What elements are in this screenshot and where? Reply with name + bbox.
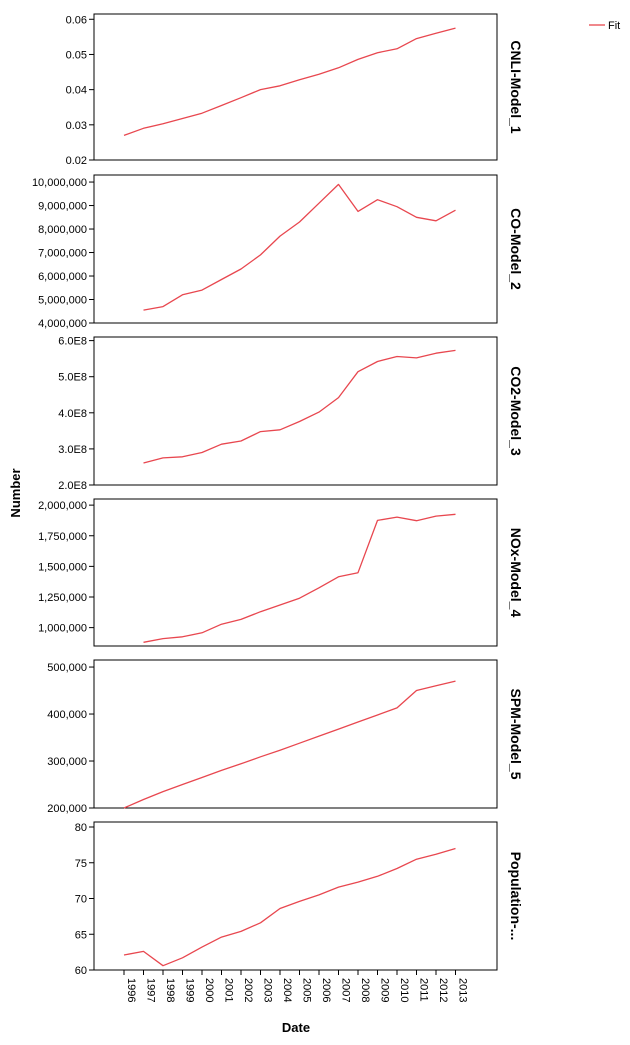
panel-frame bbox=[93, 659, 498, 809]
panel-title: NOx-Model_4 bbox=[508, 528, 524, 618]
y-tick-label: 0.04 bbox=[66, 85, 87, 97]
y-tick-label: 500,000 bbox=[47, 662, 87, 674]
panel-frame bbox=[93, 498, 498, 647]
x-tick-label: 2009 bbox=[379, 978, 391, 1002]
y-tick-label: 1,250,000 bbox=[38, 592, 87, 604]
x-tick-label: 1997 bbox=[145, 978, 157, 1002]
chart-panels: 0.02 0.03 0.04 0.05 0.06 CNLI-Model_1 4,000,00… bbox=[32, 13, 524, 977]
y-tick-label: 2,000,000 bbox=[38, 500, 87, 512]
y-tick-label: 6.0E8 bbox=[58, 336, 87, 348]
x-tick-label: 2002 bbox=[242, 978, 254, 1002]
x-tick-label: 2005 bbox=[301, 978, 313, 1002]
panel-title: SPM-Model_5 bbox=[508, 688, 524, 779]
y-tick-label: 1,750,000 bbox=[38, 531, 87, 543]
y-tick-label: 2.0E8 bbox=[58, 480, 87, 492]
y-tick-label: 75 bbox=[75, 858, 87, 870]
panel-4: 1,000,000 1,250,000 1,500,000 1,750,000 2,00… bbox=[38, 498, 524, 647]
x-tick-label: 2006 bbox=[320, 978, 332, 1002]
y-tick-label: 70 bbox=[75, 894, 87, 906]
panel-3: 2.0E8 3.0E8 4.0E8 5.0E8 6.0E8 CO2-Model_3 bbox=[58, 336, 524, 492]
y-tick-label: 10,000,000 bbox=[32, 177, 87, 189]
panel-title: CO-Model_2 bbox=[508, 208, 524, 290]
y-tick-label: 0.05 bbox=[66, 49, 87, 61]
x-tick-label: 2003 bbox=[262, 978, 274, 1002]
y-tick-label: 300,000 bbox=[47, 756, 87, 768]
fit-line bbox=[123, 27, 456, 137]
y-tick-label: 0.03 bbox=[66, 120, 87, 132]
legend-fit-label: Fit bbox=[608, 20, 620, 32]
panel-6: 60 65 70 75 80 Population-... bbox=[75, 821, 524, 977]
panel-title: Population-... bbox=[508, 852, 524, 941]
x-tick-label: 2011 bbox=[418, 978, 430, 1002]
panel-2: 4,000,000 5,000,000 6,000,000 7,000,000 8,00… bbox=[32, 174, 524, 330]
panel-frame bbox=[93, 821, 498, 971]
y-tick-label: 65 bbox=[75, 929, 87, 941]
y-tick-label: 0.06 bbox=[66, 14, 87, 26]
fit-line bbox=[123, 847, 456, 967]
panel-1: 0.02 0.03 0.04 0.05 0.06 CNLI-Model_1 bbox=[66, 13, 524, 167]
x-tick-label: 2012 bbox=[437, 978, 449, 1002]
panel-title: CO2-Model_3 bbox=[508, 366, 524, 456]
y-tick-label: 0.02 bbox=[66, 155, 87, 167]
x-tick-label: 2013 bbox=[457, 978, 469, 1002]
x-axis: 1996 1997 1998 1999 2000 2001 2002 2003 2004 2005… bbox=[123, 970, 469, 1002]
x-tick-label: 2010 bbox=[398, 978, 410, 1002]
y-tick-label: 7,000,000 bbox=[38, 248, 87, 260]
legend: Fit bbox=[589, 20, 620, 32]
x-tick-label: 2000 bbox=[203, 978, 215, 1002]
x-tick-label: 1996 bbox=[125, 978, 137, 1002]
fit-line bbox=[143, 183, 456, 311]
y-tick-label: 5,000,000 bbox=[38, 295, 87, 307]
panel-5: 200,000 300,000 400,000 500,000 SPM-Model_5 bbox=[47, 659, 524, 815]
fit-line bbox=[143, 349, 456, 464]
y-tick-label: 1,500,000 bbox=[38, 561, 87, 573]
y-tick-label: 80 bbox=[75, 822, 87, 834]
panel-frame bbox=[93, 13, 498, 161]
x-axis-title: Date bbox=[282, 1020, 310, 1035]
y-tick-label: 4,000,000 bbox=[38, 318, 87, 330]
y-tick-label: 1,000,000 bbox=[38, 623, 87, 635]
x-tick-label: 2008 bbox=[359, 978, 371, 1002]
panel-frame bbox=[93, 336, 498, 486]
x-tick-label: 2007 bbox=[340, 978, 352, 1002]
x-tick-label: 1998 bbox=[164, 978, 176, 1002]
y-axis-title: Number bbox=[8, 468, 23, 517]
y-tick-label: 5.0E8 bbox=[58, 372, 87, 384]
panel-frame bbox=[93, 174, 498, 324]
x-tick-label: 2004 bbox=[281, 978, 293, 1002]
panel-title: CNLI-Model_1 bbox=[508, 40, 524, 134]
y-tick-label: 400,000 bbox=[47, 709, 87, 721]
y-tick-label: 200,000 bbox=[47, 803, 87, 815]
y-tick-label: 3.0E8 bbox=[58, 444, 87, 456]
x-tick-label: 2001 bbox=[223, 978, 235, 1002]
y-tick-label: 4.0E8 bbox=[58, 408, 87, 420]
y-tick-label: 9,000,000 bbox=[38, 201, 87, 213]
y-tick-label: 6,000,000 bbox=[38, 271, 87, 283]
y-tick-label: 60 bbox=[75, 965, 87, 977]
x-tick-label: 1999 bbox=[184, 978, 196, 1002]
fit-line bbox=[123, 680, 456, 809]
y-tick-label: 8,000,000 bbox=[38, 224, 87, 236]
fit-line bbox=[143, 513, 456, 643]
